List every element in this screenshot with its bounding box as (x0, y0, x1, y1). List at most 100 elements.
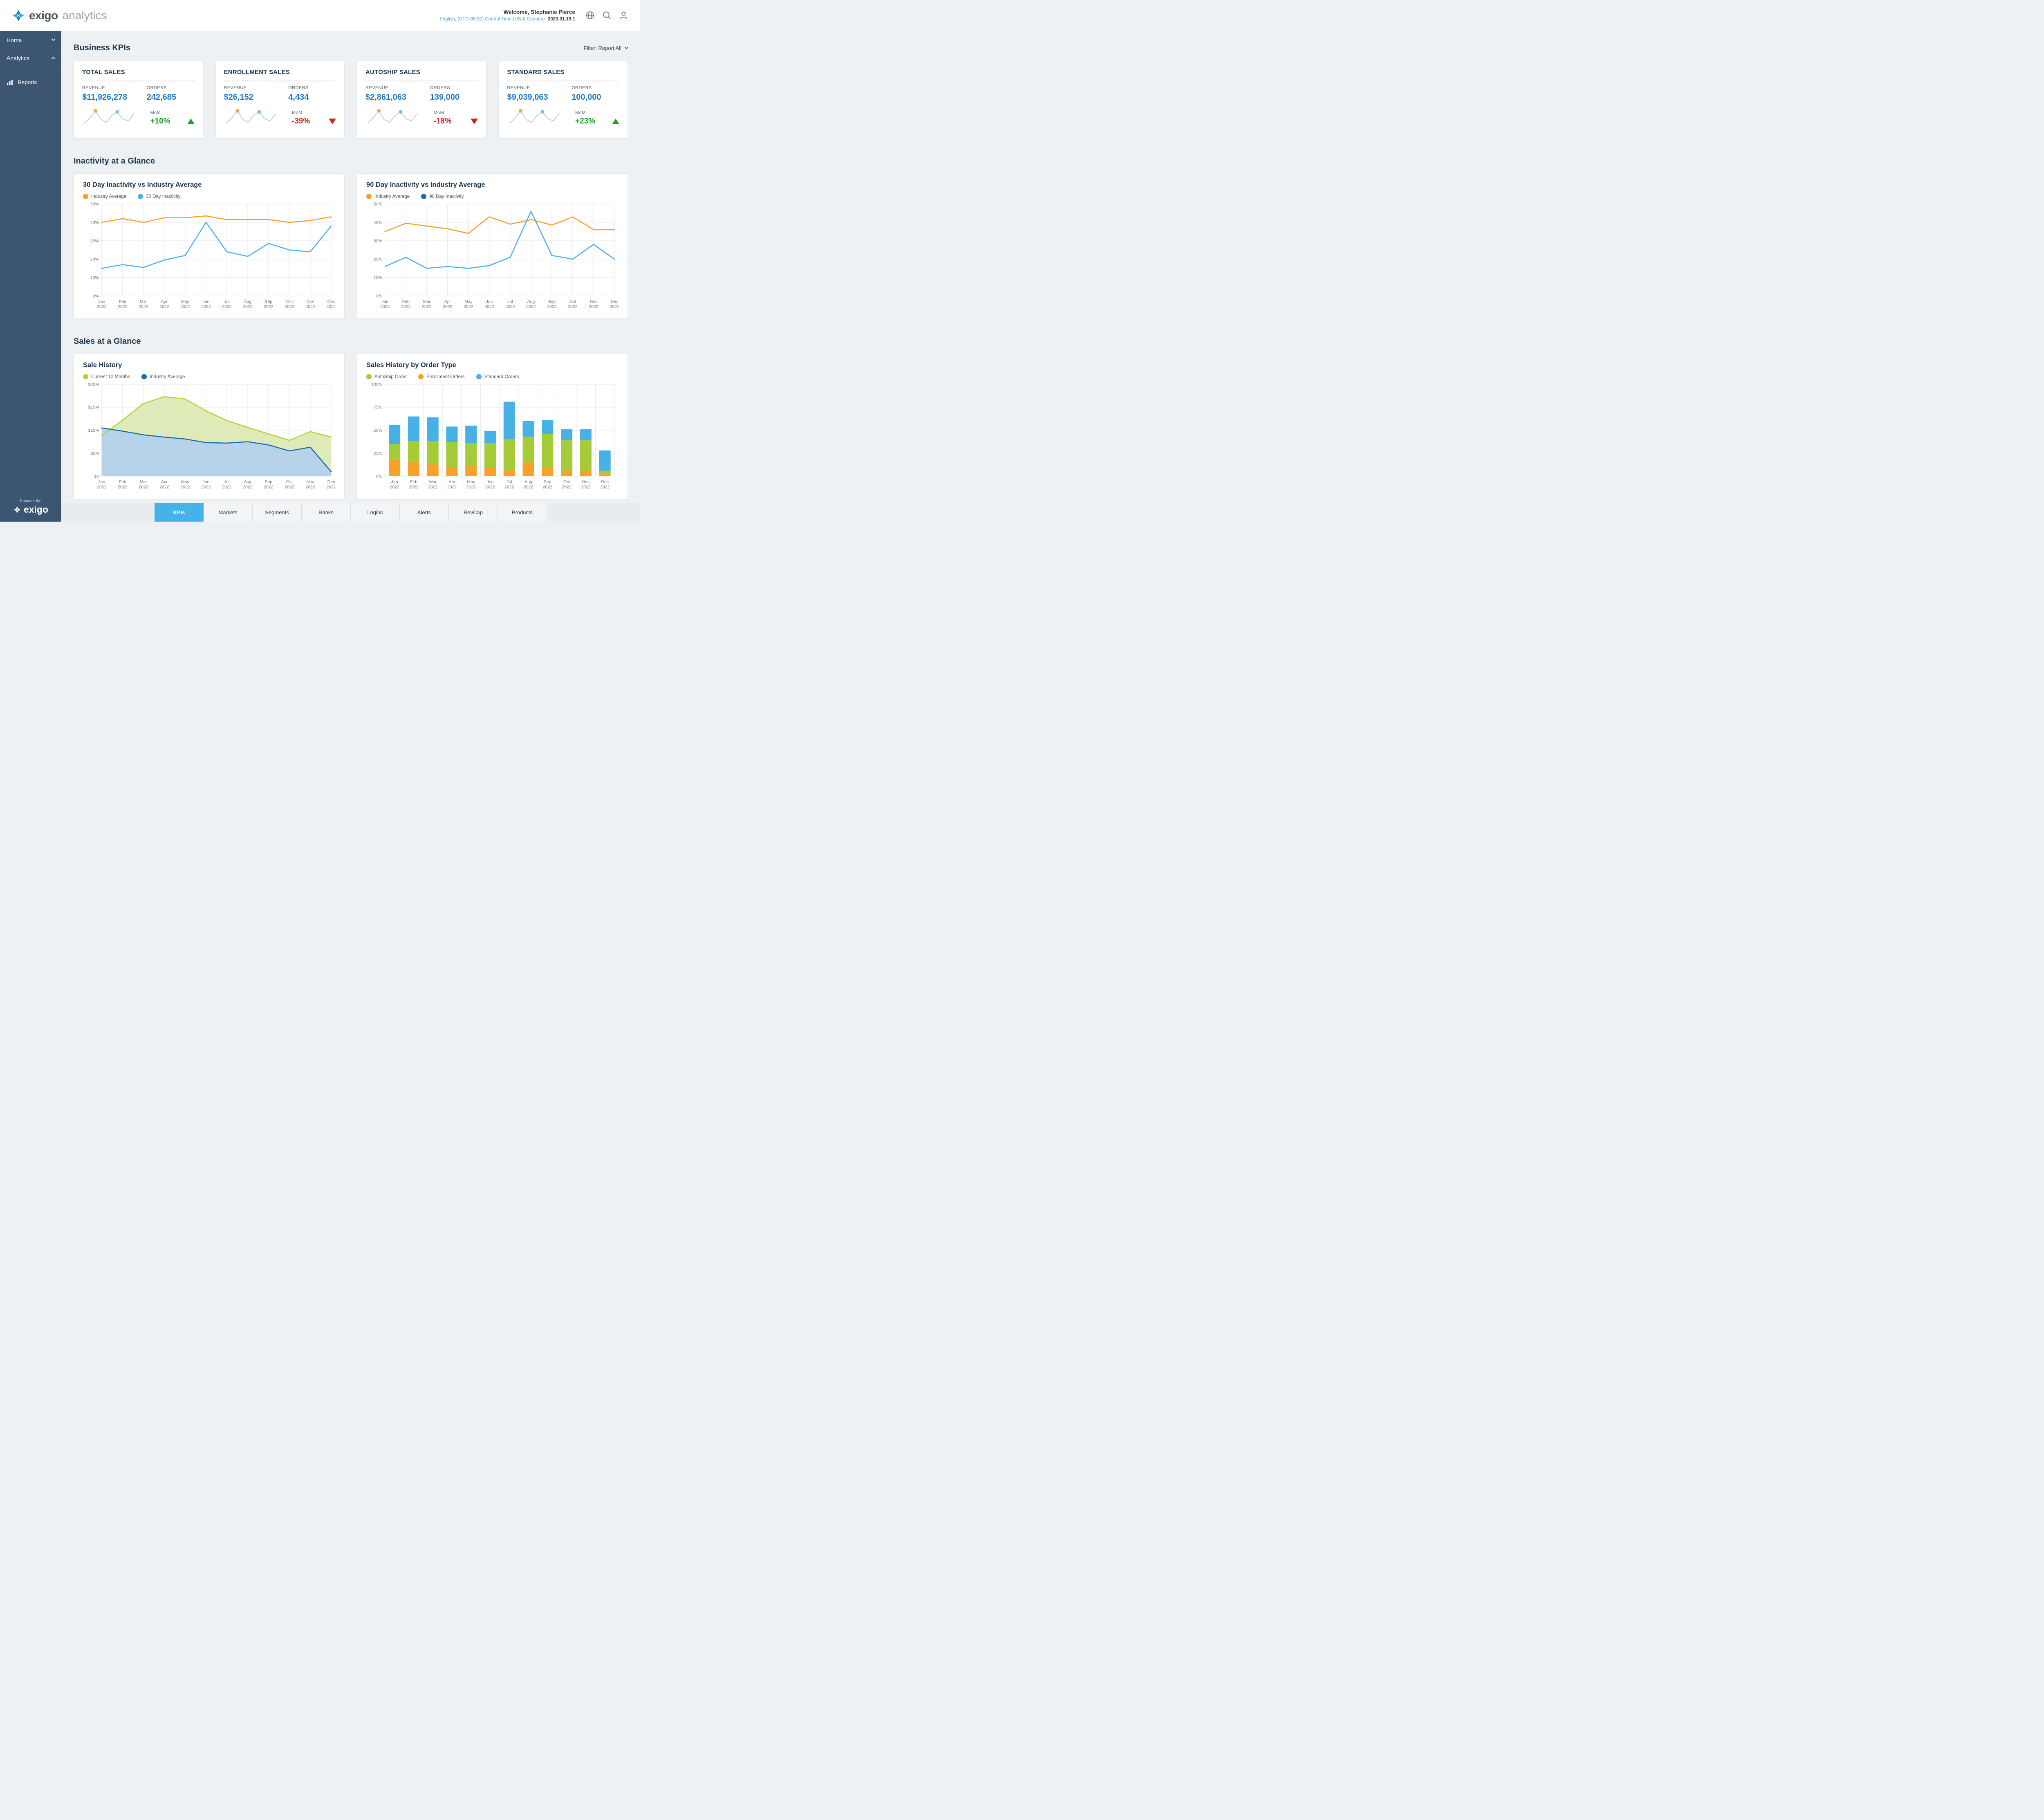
chart-legend: Current 12 Months Industry Average (83, 374, 335, 379)
svg-text:2022: 2022 (504, 485, 514, 490)
legend-label: Industry Average (150, 374, 185, 379)
bar-chart-icon (7, 80, 13, 85)
legend-item: Industry Average (141, 374, 185, 379)
sidebar-item-analytics[interactable]: Analytics (0, 49, 61, 67)
chevron-up-icon (51, 56, 56, 61)
svg-text:Dec: Dec (601, 480, 609, 484)
tab-products[interactable]: Products (498, 503, 547, 522)
tab-logins[interactable]: Logins (351, 503, 400, 522)
svg-text:2022: 2022 (180, 305, 190, 309)
svg-text:Aug: Aug (244, 300, 252, 304)
user-icon[interactable] (619, 10, 629, 20)
kpi-title: STANDARD SALES (507, 69, 565, 76)
chart-card-sale-history: Sale History Current 12 Months Industry A… (74, 354, 345, 499)
chevron-down-icon (624, 45, 629, 49)
tab-segments[interactable]: Segments (253, 503, 302, 522)
svg-text:$15M: $15M (88, 406, 99, 410)
tab-revcap[interactable]: RevCap (449, 503, 498, 522)
svg-text:Mar: Mar (140, 300, 147, 304)
revenue-value: $9,039,063 (507, 93, 548, 102)
revenue-label: REVENUE (365, 85, 388, 90)
legend-label: Industry Average (91, 194, 127, 199)
svg-text:2022: 2022 (118, 305, 127, 309)
svg-text:Aug: Aug (244, 480, 252, 484)
kpi-card-total-sales: TOTAL SALES REVENUE $11,926,278 ORDERS 2… (74, 61, 203, 139)
svg-text:2022: 2022 (243, 305, 252, 309)
orders-label: ORDERS (572, 85, 592, 90)
legend-label: Current 12 Months (91, 374, 130, 379)
svg-text:0%: 0% (376, 294, 382, 298)
svg-text:2022: 2022 (600, 485, 610, 490)
legend-item: Enrollment Orders (418, 374, 465, 379)
svg-text:Dec: Dec (327, 480, 335, 484)
chart-card-30-day-inactivity: 30 Day Inactivity vs Industry Average In… (74, 173, 345, 319)
legend-item: 90 Day Inactivity (421, 194, 464, 199)
svg-text:Apr: Apr (444, 300, 451, 304)
svg-text:2022: 2022 (222, 305, 231, 309)
tab-ranks[interactable]: Ranks (302, 503, 351, 522)
svg-text:Jan: Jan (98, 480, 105, 484)
svg-text:10%: 10% (90, 276, 99, 280)
svg-text:Feb: Feb (119, 300, 126, 304)
svg-text:Oct: Oct (569, 300, 576, 304)
svg-text:Nov: Nov (582, 480, 590, 484)
svg-text:Dec: Dec (611, 300, 619, 304)
globe-icon[interactable] (585, 10, 595, 20)
svg-text:75%: 75% (374, 406, 382, 410)
sparkline-chart (82, 107, 136, 126)
chart-title: Sales History by Order Type (366, 361, 456, 369)
svg-text:20%: 20% (374, 257, 382, 262)
version-text: 2023.01.19.1 (547, 17, 575, 22)
app-logo[interactable]: exigo analytics (11, 9, 107, 22)
sidebar: Home Analytics Reports Powered By: exigo (0, 31, 61, 522)
svg-text:May: May (467, 480, 475, 484)
mom-label: MoM (292, 110, 303, 115)
sidebar-item-reports[interactable]: Reports (0, 74, 61, 90)
kpi-title: TOTAL SALES (82, 69, 125, 76)
orders-value: 139,000 (430, 93, 459, 102)
svg-text:Jun: Jun (202, 300, 209, 304)
svg-text:2022: 2022 (264, 485, 273, 490)
svg-text:2022: 2022 (466, 485, 476, 490)
search-icon[interactable] (602, 10, 612, 20)
svg-text:Oct: Oct (286, 300, 293, 304)
tab-alerts[interactable]: Alerts (400, 503, 449, 522)
exigo-logo-icon (13, 506, 21, 513)
sidebar-item-home[interactable]: Home (0, 31, 61, 49)
svg-text:Feb: Feb (410, 480, 417, 484)
tab-kpis[interactable]: KPIs (155, 503, 204, 522)
svg-text:May: May (464, 300, 473, 304)
sidebar-item-label: Analytics (7, 54, 30, 61)
chart-legend: Industry Average 30 Day Inactivity (83, 194, 335, 199)
stacked-bar-chart: 0% 25% 50% 75% 100% Jan 2022 Feb 2022 Mar 2022 Apr 2… (366, 380, 619, 493)
svg-text:2022: 2022 (180, 485, 190, 490)
orders-label: ORDERS (288, 85, 309, 90)
svg-text:Jul: Jul (507, 480, 512, 484)
svg-text:Jul: Jul (224, 300, 229, 304)
tab-markets[interactable]: Markets (204, 503, 253, 522)
locale-line[interactable]: English, (UTC-06:00) Central Time (US & … (439, 17, 575, 22)
kpi-card-autoship-sales: AUTOSHIP SALES REVENUE $2,861,063 ORDERS… (357, 61, 486, 139)
welcome-text: Welcome, Stephanie Pierce (503, 9, 575, 15)
svg-text:Sep: Sep (544, 480, 551, 484)
report-filter[interactable]: Filter: Report All (584, 45, 629, 51)
svg-text:40%: 40% (374, 220, 382, 225)
trend-arrow-icon (187, 119, 195, 124)
svg-text:2022: 2022 (159, 305, 169, 309)
kpi-card-standard-sales: STANDARD SALES REVENUE $9,039,063 ORDERS… (498, 61, 628, 139)
inactivity-section-title: Inactivity at a Glance (74, 157, 155, 166)
tab-label: Alerts (417, 509, 431, 516)
legend-item: AutoShip Order (366, 374, 407, 379)
svg-text:2022: 2022 (139, 305, 148, 309)
powered-by-brand: exigo (23, 504, 49, 515)
svg-text:2022: 2022 (581, 485, 590, 490)
svg-text:Nov: Nov (307, 480, 314, 484)
main-content: Business KPIs Filter: Report All TOTAL S… (61, 31, 640, 522)
orders-label: ORDERS (146, 85, 167, 90)
svg-text:$20M: $20M (88, 382, 99, 387)
svg-text:2022: 2022 (97, 485, 106, 490)
locale-text[interactable]: English, (UTC-06:00) Central Time (US & … (439, 17, 545, 22)
revenue-label: REVENUE (82, 85, 105, 90)
svg-text:2022: 2022 (464, 305, 473, 309)
svg-text:Jul: Jul (507, 300, 513, 304)
